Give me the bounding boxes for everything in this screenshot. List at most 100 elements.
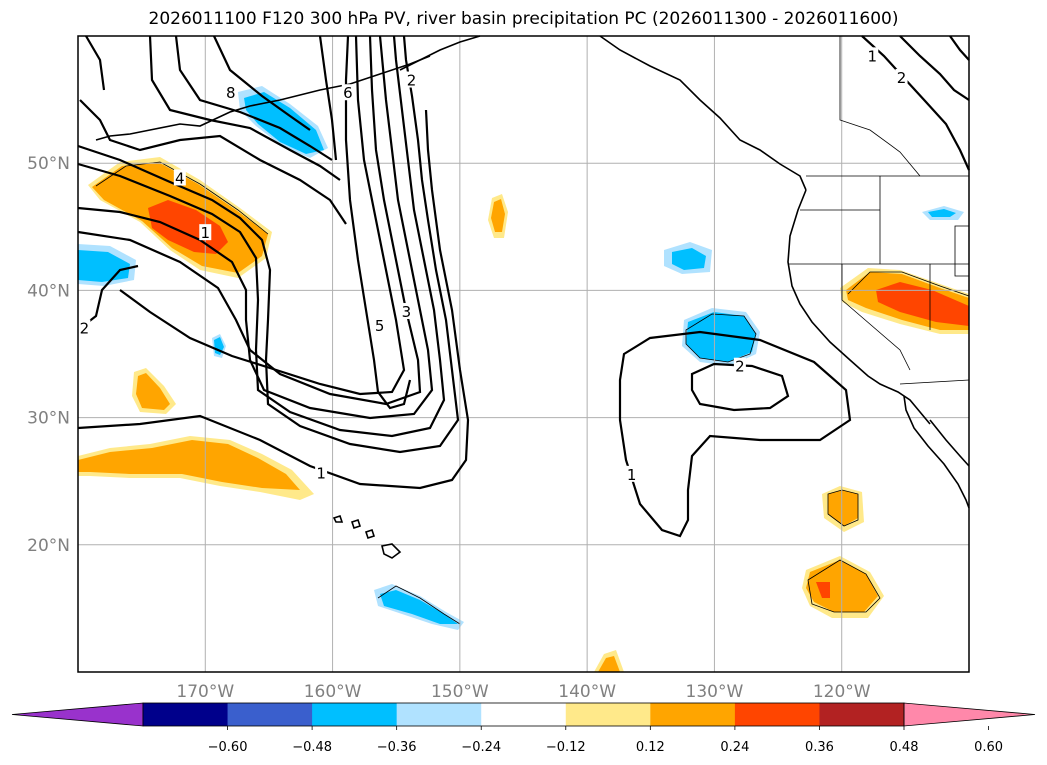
colorbar-segment xyxy=(396,703,482,726)
negative-anomaly-east-pacific-core xyxy=(686,312,756,362)
contour-label-bg xyxy=(173,169,186,186)
border-ca-nv xyxy=(841,264,911,371)
contour-label-bg xyxy=(199,224,212,241)
latitude-label: 20°N xyxy=(27,536,70,556)
positive-anomaly-small-central-core xyxy=(491,199,505,232)
coastlines xyxy=(95,35,970,559)
contour-label-bg xyxy=(733,357,746,374)
contour-label: 2 xyxy=(80,320,90,338)
coastline-mexico xyxy=(929,419,970,467)
outline-hawaii-south xyxy=(377,585,461,625)
map-frame xyxy=(77,35,970,673)
contour-label: 1 xyxy=(627,466,637,484)
contour-label-bg xyxy=(315,464,328,481)
latitude-label: 40°N xyxy=(27,281,70,301)
negative-anomaly-hawaii-south-core xyxy=(380,590,458,624)
colorbar-tick-label: 0.48 xyxy=(890,740,919,755)
pv-contour-ne-1 xyxy=(861,35,971,171)
colorbar-tick-label: 0.36 xyxy=(805,740,834,755)
contour-label-bg xyxy=(224,84,237,101)
longitude-label: 140°W xyxy=(558,682,616,702)
longitude-labels: 170°W 160°W 150°W 140°W 130°W 120°W xyxy=(176,682,870,702)
colorbar-segment xyxy=(227,703,313,726)
map-title: 2026011100 F120 300 hPa PV, river basin … xyxy=(148,9,899,29)
strong-anomaly-tropical-east xyxy=(816,582,830,598)
gridlines xyxy=(78,36,969,672)
contour-label: 4 xyxy=(175,169,185,187)
colorbar-tick-label: −0.12 xyxy=(546,740,586,755)
coastline-us-west xyxy=(787,189,931,425)
outline-california xyxy=(847,271,970,297)
contour-label: 1 xyxy=(867,47,877,65)
negative-anomaly-small-east-core xyxy=(672,248,706,270)
pv-contour-trough-inner xyxy=(344,35,412,410)
contour-label: 6 xyxy=(343,84,353,102)
colorbar-frame xyxy=(142,702,905,727)
positive-anomaly-bottom-core xyxy=(598,656,620,672)
longitude-label: 170°W xyxy=(176,682,234,702)
colorbar-extend-max xyxy=(903,702,1036,727)
contour-label: 1 xyxy=(201,224,211,242)
coastline-aleutians xyxy=(95,55,431,141)
longitude-label: 160°W xyxy=(304,682,362,702)
contour-label-bg xyxy=(400,303,413,320)
contour-label-bg xyxy=(78,319,91,336)
contour-label: 1 xyxy=(316,465,326,483)
contour-label: 2 xyxy=(407,72,417,90)
colorbar-tick-label: −0.24 xyxy=(461,740,501,755)
contour-label-bg xyxy=(373,317,386,334)
political-borders xyxy=(788,36,970,385)
colorbar-tick-label: 0.60 xyxy=(974,740,1003,755)
coastline-oahu xyxy=(350,518,362,530)
coastline-baja xyxy=(903,395,970,509)
coastline-hawaii xyxy=(381,543,402,559)
colorbar-segment xyxy=(565,703,651,726)
latitude-label: 50°N xyxy=(27,154,70,174)
longitude-label: 120°W xyxy=(813,682,871,702)
border-us-mexico xyxy=(899,379,970,385)
contour-label: 5 xyxy=(375,317,385,335)
pv-contour-1-west xyxy=(77,109,470,490)
strong-anomaly-california xyxy=(876,282,969,326)
outline-east-pacific xyxy=(685,313,757,363)
pv-contour-ne-2 xyxy=(899,35,970,101)
pv-contour-outer xyxy=(77,35,460,454)
colorbar-segment xyxy=(481,703,567,726)
colorbar-tick-label: −0.60 xyxy=(208,740,248,755)
pv-contour-aleutian-3 xyxy=(174,35,333,161)
colorbar-tick-label: −0.48 xyxy=(292,740,332,755)
colorbar-tick-label: 0.12 xyxy=(636,740,665,755)
colorbar-segment xyxy=(312,703,398,726)
pv-contour-5 xyxy=(119,35,406,396)
outline-tropical-east xyxy=(807,559,881,613)
contour-labels: 8 6 2 4 1 2 53 1 2 1 1 2 xyxy=(78,47,908,484)
strong-anomaly-nw xyxy=(148,200,228,254)
latitude-label: 30°N xyxy=(27,409,70,429)
contour-label-bg xyxy=(341,84,354,101)
pv-contour-2 xyxy=(77,35,446,438)
latitude-labels: 50°N 40°N 30°N 20°N xyxy=(27,154,70,556)
pv-contour-aleutian-2 xyxy=(148,35,341,181)
precipitation-shading xyxy=(78,86,969,672)
colorbar-tick-label: 0.24 xyxy=(720,740,749,755)
coastline-kauai xyxy=(332,514,344,523)
negative-anomaly-aleutian-core xyxy=(244,92,324,154)
colorbar-segment xyxy=(143,703,229,726)
positive-anomaly-subtropical-band-core xyxy=(78,440,300,490)
positive-anomaly-small-west-core xyxy=(136,373,170,410)
contour-label-bg xyxy=(625,465,638,482)
contour-label-bg xyxy=(405,71,418,88)
contour-label-bg xyxy=(866,47,879,64)
pv-contour-aleutian-inner xyxy=(85,35,106,91)
contour-label: 3 xyxy=(402,303,412,321)
colorbar-segment xyxy=(650,703,736,726)
contour-label: 8 xyxy=(226,84,236,102)
coastline-alaska-panhandle xyxy=(599,35,807,191)
longitude-label: 130°W xyxy=(686,682,744,702)
coastline-alaska-peninsula xyxy=(399,35,481,71)
positive-anomaly-baja-core xyxy=(828,490,858,526)
colorbar: −0.60 −0.48 −0.36 −0.24 −0.12 0.12 0.24 0.36 0.4… xyxy=(11,702,1036,755)
border-alaska-canada xyxy=(839,36,921,177)
contour-label: 2 xyxy=(735,358,745,376)
